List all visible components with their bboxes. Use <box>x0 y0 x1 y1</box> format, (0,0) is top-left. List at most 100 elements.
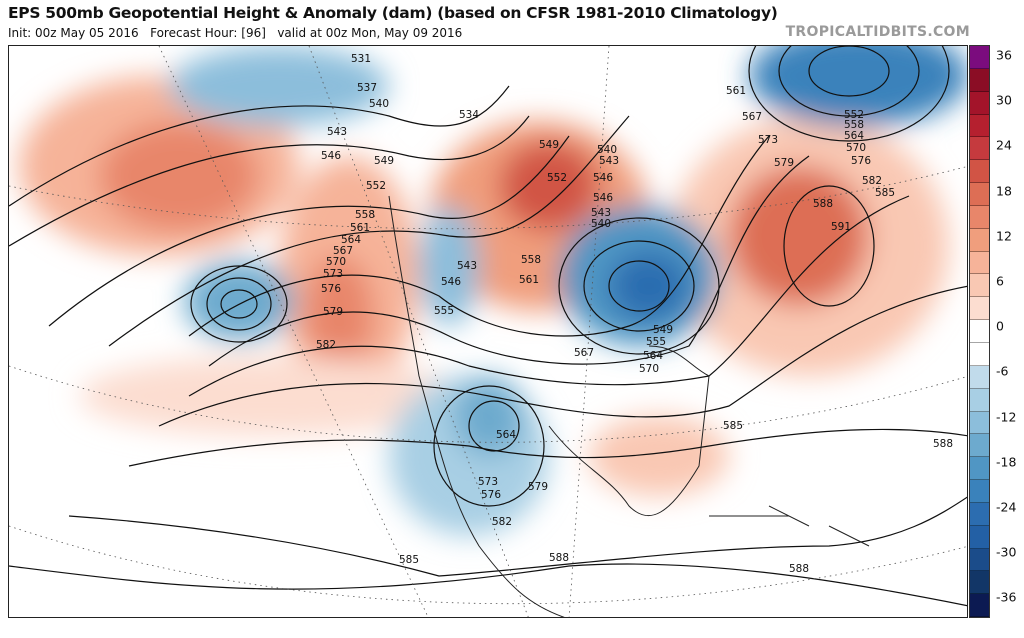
contour-label: 567 <box>742 111 762 123</box>
contour-label: 543 <box>457 260 477 272</box>
contour-label: 588 <box>813 198 833 210</box>
colorbar-segment <box>970 388 989 412</box>
contour-label: 591 <box>831 221 851 233</box>
colorbar-segment <box>970 502 989 526</box>
contour-label: 546 <box>321 150 341 162</box>
contour-label: 549 <box>539 139 559 151</box>
colorbar-segment <box>970 274 989 298</box>
colorbar-label: 30 <box>996 92 1012 108</box>
contour-label: 540 <box>591 218 611 230</box>
colorbar-segment <box>970 114 989 138</box>
contour-label: 540 <box>369 98 389 110</box>
contour-label: 564 <box>496 429 516 441</box>
contour-label: 585 <box>723 420 743 432</box>
colorbar-label: 24 <box>996 137 1012 153</box>
contour-label: 564 <box>643 350 663 362</box>
contour-label: 561 <box>726 85 746 97</box>
contour-label: 555 <box>434 305 454 317</box>
lat-lon-grid <box>9 46 967 617</box>
colorbar-segment <box>970 480 989 503</box>
colorbar-label: -12 <box>996 409 1017 425</box>
colorbar-segment <box>970 411 989 435</box>
colorbar-label: 18 <box>996 183 1012 199</box>
colorbar-label: 6 <box>996 273 1004 289</box>
colorbar-segment <box>970 91 989 115</box>
contour-label: 573 <box>758 134 778 146</box>
contour-label: 576 <box>851 155 871 167</box>
contour-label: 588 <box>789 563 809 575</box>
contour-label: 585 <box>399 554 419 566</box>
colorbar-segment <box>970 68 989 92</box>
colorbar-segment <box>970 320 989 343</box>
contour-label: 570 <box>639 363 659 375</box>
contour-label: 585 <box>875 187 895 199</box>
contour-label: 570 <box>846 142 866 154</box>
anomaly-shading <box>19 46 967 536</box>
map-title: EPS 500mb Geopotential Height & Anomaly … <box>8 4 778 22</box>
colorbar-label: -36 <box>996 589 1017 605</box>
contour-label: 543 <box>327 126 347 138</box>
contour-label: 582 <box>862 175 882 187</box>
colorbar-segment <box>970 205 989 229</box>
height-contours <box>9 46 967 607</box>
contour-label: 534 <box>459 109 479 121</box>
map-subtitle: Init: 00z May 05 2016 Forecast Hour: [96… <box>8 26 463 40</box>
contour-label: 552 <box>844 109 864 121</box>
colorbar-segment <box>970 342 989 366</box>
colorbar-label: -24 <box>996 499 1017 515</box>
colorbar-segment <box>970 594 989 618</box>
contour-label: 570 <box>326 256 346 268</box>
colorbar-segment <box>970 434 989 458</box>
colorbar-label: 36 <box>996 47 1012 63</box>
contour-label: 555 <box>646 336 666 348</box>
contour-label: 582 <box>492 516 512 528</box>
contour-label: 579 <box>528 481 548 493</box>
coastlines <box>388 195 870 617</box>
contour-label: 558 <box>844 119 864 131</box>
colorbar-label: -6 <box>996 363 1009 379</box>
contour-label: 573 <box>478 476 498 488</box>
contour-label: 573 <box>323 268 343 280</box>
contour-label: 546 <box>441 276 461 288</box>
contour-label: 558 <box>355 209 375 221</box>
brand-watermark: TROPICALTIDBITS.COM <box>785 24 970 40</box>
contour-label: 567 <box>333 245 353 257</box>
colorbar <box>969 45 990 618</box>
contour-label: 588 <box>933 438 953 450</box>
contour-label: 564 <box>341 234 361 246</box>
contour-label: 531 <box>351 53 371 65</box>
contour-label: 543 <box>591 207 611 219</box>
colorbar-segment <box>970 46 989 69</box>
colorbar-segment <box>970 160 989 184</box>
contour-label: 564 <box>844 130 864 142</box>
contour-label: 579 <box>774 157 794 169</box>
colorbar-segment <box>970 548 989 572</box>
contour-label: 576 <box>321 283 341 295</box>
contour-label: 579 <box>323 306 343 318</box>
contour-label: 582 <box>316 339 336 351</box>
colorbar-segment <box>970 571 989 595</box>
contour-label: 576 <box>481 489 501 501</box>
contour-label: 558 <box>521 254 541 266</box>
contour-label: 549 <box>653 324 673 336</box>
colorbar-segment <box>970 137 989 161</box>
colorbar-segment <box>970 228 989 252</box>
contour-label: 552 <box>366 180 386 192</box>
colorbar-segment <box>970 365 989 389</box>
colorbar-segment <box>970 297 989 321</box>
contour-label: 552 <box>547 172 567 184</box>
contour-label: 546 <box>593 172 613 184</box>
contour-label: 543 <box>599 155 619 167</box>
contour-label: 546 <box>593 192 613 204</box>
colorbar-label: -30 <box>996 544 1017 560</box>
colorbar-segment <box>970 183 989 206</box>
contour-label: 561 <box>350 222 370 234</box>
contour-label: 537 <box>357 82 377 94</box>
colorbar-segment <box>970 251 989 275</box>
contour-label: 567 <box>574 347 594 359</box>
contour-label: 561 <box>519 274 539 286</box>
colorbar-label: 12 <box>996 228 1012 244</box>
contour-label: 588 <box>549 552 569 564</box>
